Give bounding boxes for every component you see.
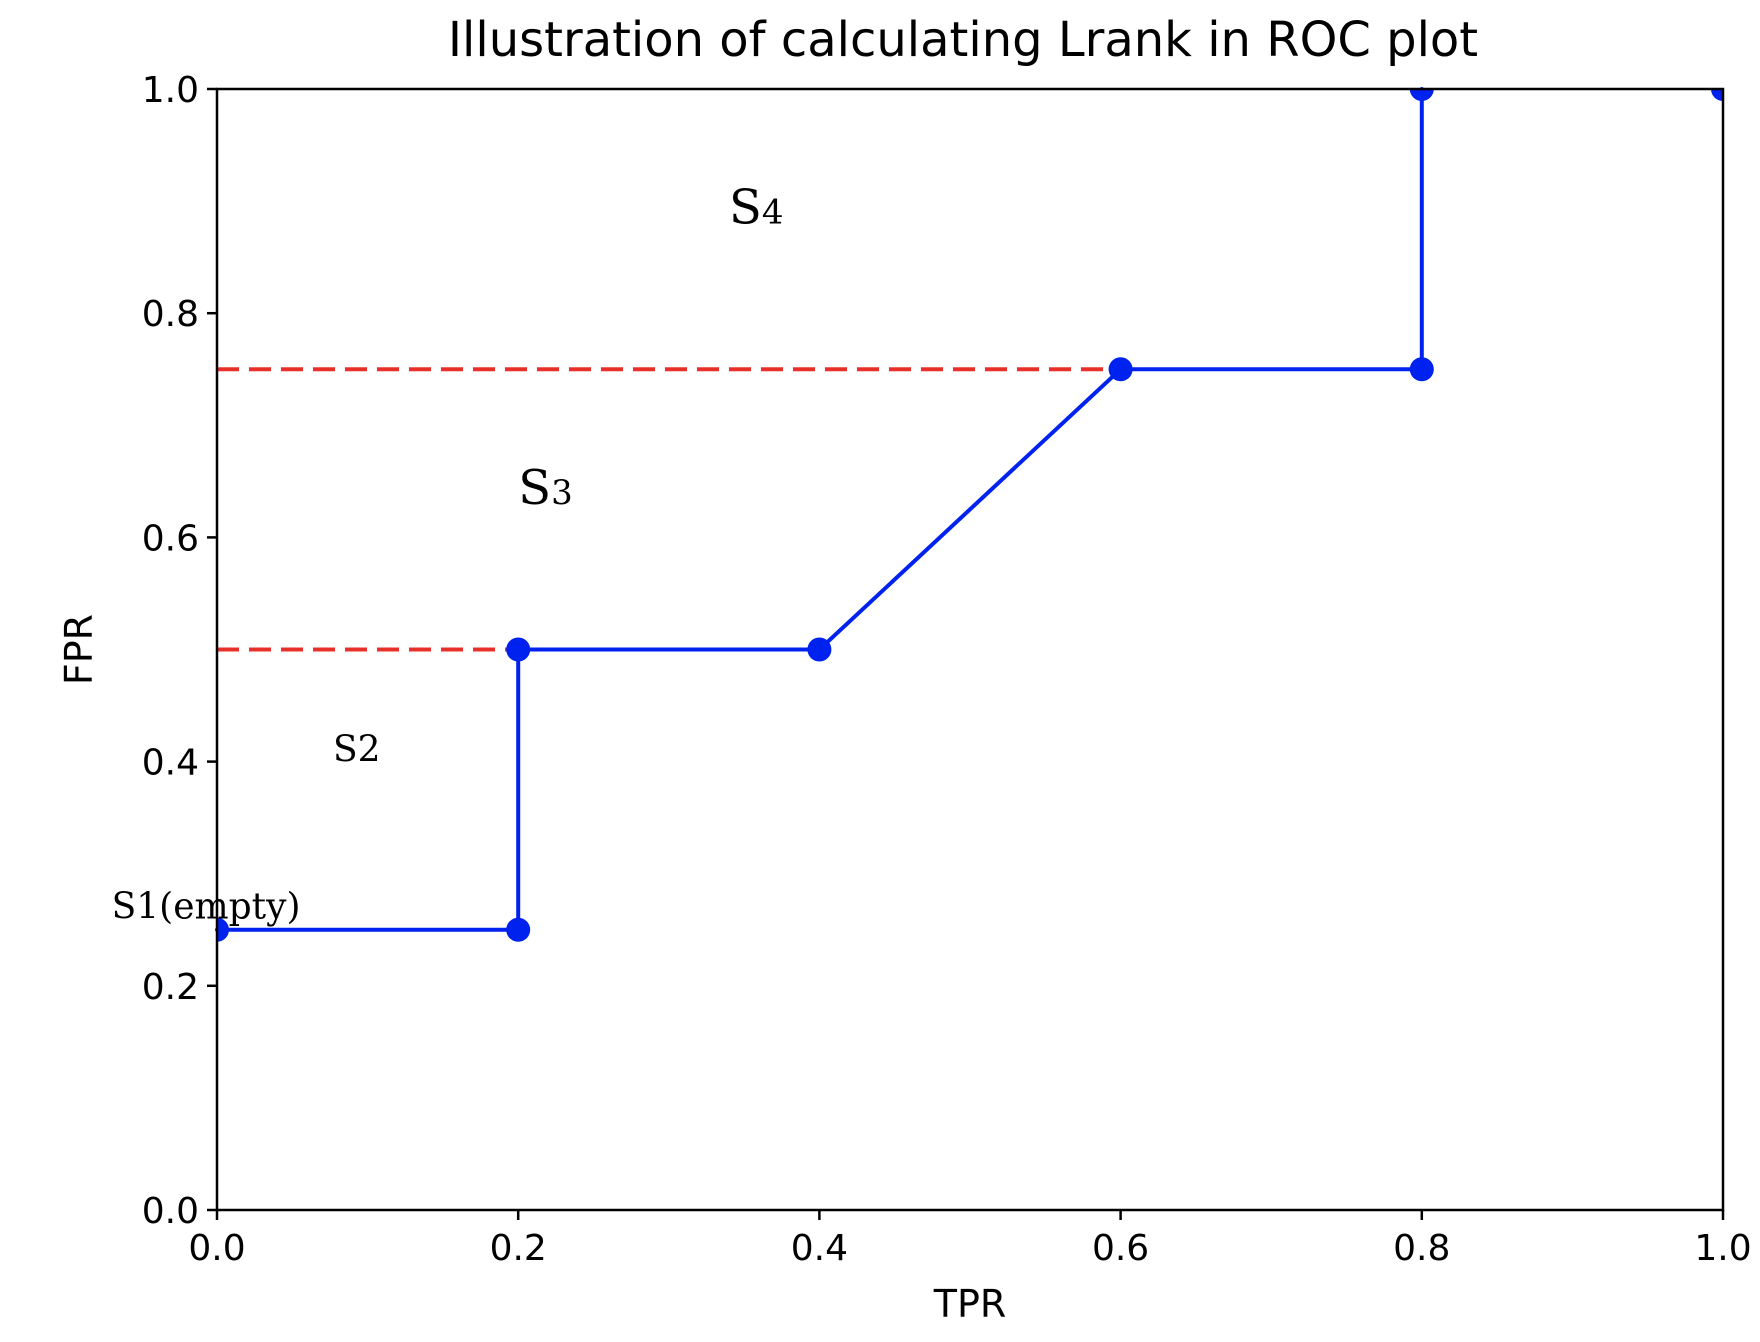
x-tick-label: 0.2 (490, 1228, 547, 1269)
reference-lines (217, 367, 1121, 652)
y-tick-label: 0.2 (142, 967, 199, 1008)
data-point (1409, 357, 1434, 382)
y-tick-label: 0.8 (142, 294, 199, 335)
y-tick-label: 1.0 (142, 70, 199, 111)
plot-area-frame (215, 87, 1725, 1212)
y-axis: 0.0 0.2 0.4 0.6 0.8 1.0 (142, 70, 217, 1232)
x-tick-label: 0.4 (791, 1228, 848, 1269)
x-axis-label: TPR (933, 1282, 1007, 1326)
region-annotations: S1(empty) S2 S3 S4 (112, 180, 784, 928)
x-tick-label: 0.6 (1092, 1228, 1149, 1269)
region-label-s3: S3 (518, 460, 573, 516)
y-tick-label: 0.4 (142, 743, 199, 784)
series-segment (817, 367, 1123, 652)
x-tick-label: 0.8 (1393, 1228, 1450, 1269)
series-lines (215, 87, 1424, 932)
y-tick-label: 0.6 (142, 518, 199, 559)
region-label-s1-empty: S1(empty) (112, 887, 301, 928)
y-axis-label: FPR (57, 614, 101, 685)
x-axis: 0.0 0.2 0.4 0.6 0.8 1.0 (188, 1210, 1752, 1269)
chart-title: Illustration of calculating Lrank in ROC… (448, 12, 1478, 68)
data-point (1711, 89, 1723, 101)
data-point (506, 637, 531, 662)
y-tick-label: 0.0 (142, 1191, 199, 1232)
data-point (217, 917, 229, 942)
data-point (1108, 357, 1133, 382)
data-point (506, 917, 531, 942)
data-point (1409, 89, 1434, 101)
region-label-s2: S2 (333, 730, 381, 771)
x-tick-label: 0.0 (188, 1228, 245, 1269)
series-points (217, 89, 1723, 942)
data-point (807, 637, 832, 662)
region-label-s4: S4 (729, 180, 784, 236)
x-tick-label: 1.0 (1694, 1228, 1751, 1269)
